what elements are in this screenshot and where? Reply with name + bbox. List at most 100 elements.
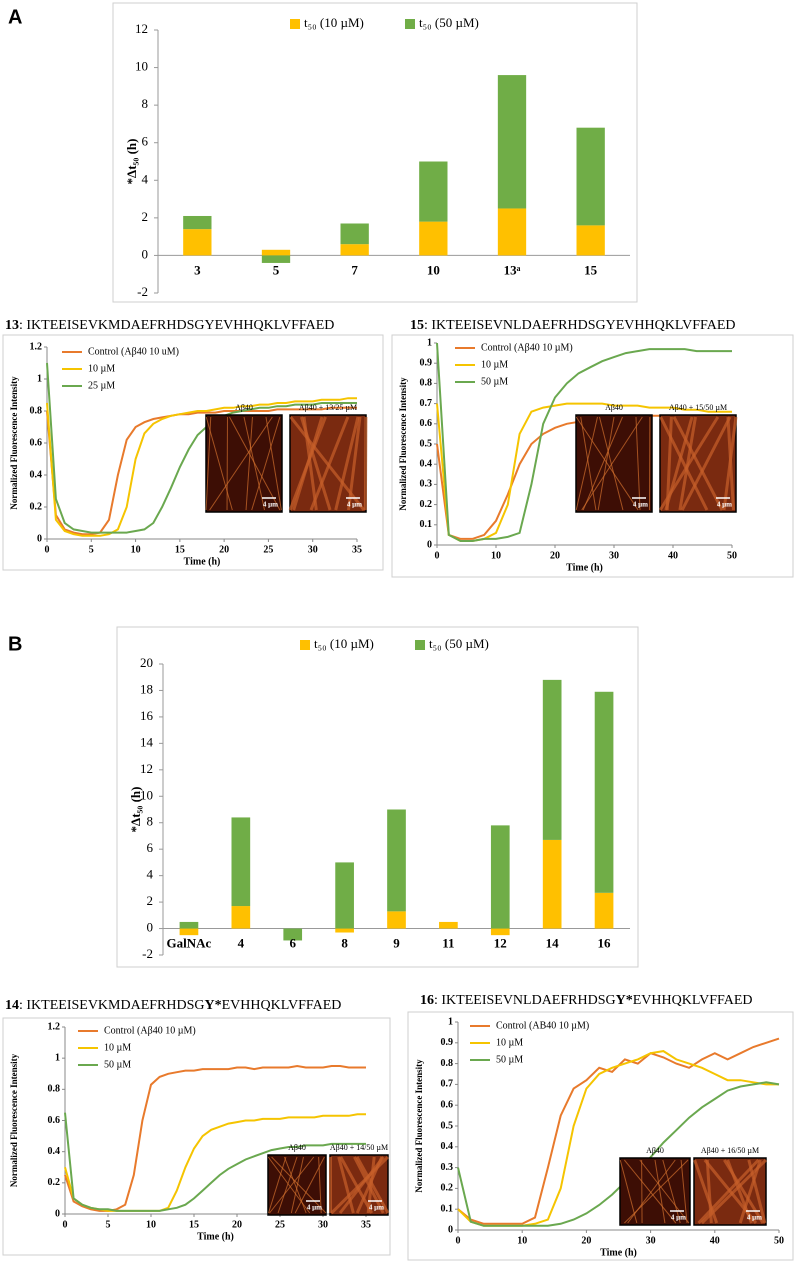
y-tick-label: 6 <box>147 840 154 855</box>
y-tick-label: 10 <box>135 59 148 74</box>
afm-fibril <box>598 416 624 511</box>
y-tick-label: 0.9 <box>441 1037 454 1048</box>
x-tick-label: 20 <box>232 1219 242 1230</box>
x-tick-label: 20 <box>550 550 560 561</box>
afm-fibril <box>277 1156 298 1214</box>
x-tick-label: 10 <box>427 262 440 277</box>
y-tick-label: 1 <box>37 373 42 384</box>
legend-label: 10 µM <box>88 363 115 374</box>
legend-label: t₅₀ (50 µM) <box>429 636 489 651</box>
x-tick-label: 10 <box>131 544 141 555</box>
chart-title: 14: IKTEEISEVKMDAEFRHDSGY*EVHHQKLVFFAED <box>5 998 341 1013</box>
afm-fibril <box>575 416 598 511</box>
inset-label: Aβ40 <box>646 1146 664 1155</box>
bar-segment <box>231 906 251 929</box>
scale-label: 4 µm <box>747 1214 762 1222</box>
afm-fibril <box>659 416 709 511</box>
legend-swatch <box>300 640 310 650</box>
x-tick-label: 5 <box>273 262 280 277</box>
y-tick-label: 0.2 <box>420 499 433 510</box>
title-part: 13 <box>5 318 19 333</box>
y-tick-label: 0 <box>142 246 149 261</box>
x-tick-label: 25 <box>263 544 273 555</box>
afm-fibril <box>658 416 720 511</box>
y-tick-label: 0.8 <box>441 1058 454 1069</box>
bar-segment <box>594 892 614 929</box>
afm-fibril <box>597 416 615 511</box>
x-tick-label: 0 <box>45 544 50 555</box>
x-tick-label: 5 <box>89 544 94 555</box>
series-line <box>64 1064 366 1212</box>
x-tick-label: 25 <box>275 1219 285 1230</box>
y-tick-label: -2 <box>142 946 153 961</box>
legend-label: 50 µM <box>496 1054 523 1065</box>
x-tick-label: 9 <box>393 936 400 951</box>
legend-label: Control (Aβ40 10 µM) <box>481 342 573 353</box>
bar-segment <box>183 215 212 230</box>
afm-fibril <box>268 1156 287 1214</box>
afm-fibril <box>654 1159 666 1224</box>
title-part: 14 <box>5 998 19 1013</box>
afm-fibril <box>337 1156 355 1214</box>
afm-fibril <box>580 416 597 511</box>
x-tick-label: 15 <box>189 1219 199 1230</box>
x-tick-label: 3 <box>194 262 201 277</box>
legend-label: Control (Aβ40 10 µM) <box>104 1025 196 1036</box>
bar-segment <box>419 161 448 222</box>
afm-fibril <box>582 416 623 511</box>
y-tick-label: 0.2 <box>48 1177 61 1188</box>
legend-label: 10 µM <box>481 359 508 370</box>
x-tick-label: 0 <box>435 550 440 561</box>
y-tick-label: 0 <box>448 1224 453 1235</box>
afm-fibril <box>665 416 673 511</box>
afm-fibril <box>271 1156 327 1214</box>
bar-segment <box>335 862 354 929</box>
x-tick-label: 0 <box>456 1235 461 1246</box>
inset-label: Aβ40 + 16/50 µM <box>701 1146 759 1155</box>
y-tick-label: 1.2 <box>30 341 43 352</box>
afm-fibril <box>581 416 643 511</box>
legend-label: t₅₀ (10 µM) <box>314 636 374 651</box>
series-line <box>64 1112 366 1212</box>
afm-fibril <box>269 1156 315 1214</box>
afm-fibril <box>635 416 641 511</box>
afm-fibril <box>209 416 273 511</box>
inset-label: Aβ40 + 15/50 µM <box>669 403 727 412</box>
legend-label: Control (Aβ40 10 uM) <box>88 346 179 357</box>
y-tick-label: 0.4 <box>441 1141 454 1152</box>
y-tick-label: 6 <box>142 134 149 149</box>
x-tick-label: 30 <box>318 1219 328 1230</box>
legend-swatch <box>405 19 415 29</box>
y-axis-label: *Δt₅₀ (h) <box>124 139 139 185</box>
y-tick-label: 0 <box>147 920 154 935</box>
bar-segment <box>183 229 212 256</box>
x-tick-label: 50 <box>727 550 737 561</box>
title-part: : IKTEEISEVNLDAEFRHDSG <box>434 993 616 1008</box>
y-tick-label: 20 <box>140 655 153 670</box>
afm-fibril <box>697 1158 760 1225</box>
y-axis-label: Normalized Fluorescence Intensity <box>9 376 19 510</box>
y-tick-label: 1 <box>427 337 432 348</box>
y-axis-label: *Δt₅₀ (h) <box>128 787 143 833</box>
chart-frame <box>112 2 638 303</box>
y-tick-label: 8 <box>147 814 154 829</box>
y-tick-label: 8 <box>142 96 149 111</box>
title-part: 16 <box>420 993 434 1008</box>
chart-title: 16: IKTEEISEVNLDAEFRHDSGY*EVHHQKLVFFAED <box>420 993 753 1008</box>
panel-label: B <box>8 633 22 655</box>
scale-label: 4 µm <box>369 1204 384 1212</box>
afm-fibril <box>680 1159 688 1224</box>
x-tick-label: 0 <box>63 1219 68 1230</box>
x-tick-label: 13ᵃ <box>504 262 521 277</box>
y-tick-label: 0.2 <box>441 1183 454 1194</box>
scale-label: 4 µm <box>307 1204 322 1212</box>
bar-segment <box>231 817 251 907</box>
x-tick-label: 6 <box>289 936 296 951</box>
bar-segment <box>490 928 510 936</box>
y-tick-label: 0.5 <box>420 438 433 449</box>
y-tick-label: 0.7 <box>420 398 433 409</box>
y-tick-label: 0.4 <box>420 458 433 469</box>
x-tick-label: 50 <box>774 1235 784 1246</box>
afm-fibril <box>245 416 253 511</box>
